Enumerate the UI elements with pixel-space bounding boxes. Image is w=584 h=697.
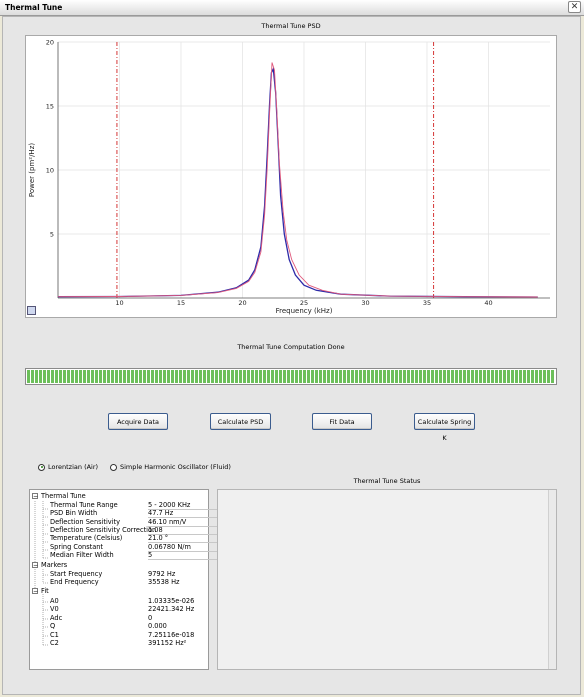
tree-row-value: 391152 Hz² xyxy=(148,639,187,647)
tree-row-label: C1 xyxy=(50,631,59,639)
tree-row-value: 1.03335e-026 xyxy=(148,597,195,605)
progress-bar xyxy=(25,368,557,385)
tree-row-label: Temperature (Celsius) xyxy=(50,534,123,542)
y-tick-label: 15 xyxy=(46,103,54,111)
tree-row-label: Deflection Sensitivity Correction xyxy=(50,526,157,534)
x-tick-label: 20 xyxy=(238,299,246,307)
x-axis-label: Frequency (kHz) xyxy=(276,307,333,315)
tree-group-markers[interactable]: Markers xyxy=(41,561,68,569)
acquire-data-button[interactable]: Acquire Data xyxy=(108,413,168,430)
tree-row-value: 0.000 xyxy=(148,622,167,630)
close-button[interactable]: ✕ xyxy=(568,1,581,13)
tree-row-label: PSD Bin Width xyxy=(50,509,98,517)
progress-label: Thermal Tune Computation Done xyxy=(237,343,345,351)
tree-row-value[interactable]: 0.06780 N/m xyxy=(148,543,234,552)
sho-radio[interactable]: Simple Harmonic Oscillator (Fluid) xyxy=(110,463,231,471)
tree-row-value: 22421.342 Hz xyxy=(148,605,195,613)
tree-row-label: Median Filter Width xyxy=(50,551,114,559)
tree-row-label: V0 xyxy=(50,605,59,613)
tree-row-value: 0 xyxy=(148,614,153,622)
tree-row-label: Adc xyxy=(50,614,63,622)
properties-tree[interactable]: − Thermal Tune Thermal Tune Range 5 - 20… xyxy=(29,489,234,670)
zoom-icon[interactable] xyxy=(27,306,36,315)
x-tick-label: 30 xyxy=(361,299,369,307)
lorentzian-radio[interactable]: Lorentzian (Air) xyxy=(38,463,98,471)
tree-row-value: 9792 Hz xyxy=(148,570,176,578)
progress-fill xyxy=(27,370,555,383)
tree-row-value[interactable]: 21.0 ° xyxy=(148,534,234,543)
x-tick-label: 40 xyxy=(484,299,492,307)
calculate-psd-button[interactable]: Calculate PSD xyxy=(210,413,271,430)
x-tick-label: 25 xyxy=(300,299,308,307)
tree-row-value: 7.25116e-018 xyxy=(148,631,195,639)
tree-row-label: A0 xyxy=(50,597,59,605)
tree-row-value: 35538 Hz xyxy=(148,578,180,586)
tree-row-label: Q xyxy=(50,622,56,630)
fit-data-button[interactable]: Fit Data xyxy=(312,413,372,430)
collapse-icon[interactable]: − xyxy=(32,562,39,569)
status-scrollbar[interactable] xyxy=(548,490,556,669)
tree-row-label: Thermal Tune Range xyxy=(50,501,118,509)
window-title: Thermal Tune xyxy=(5,3,63,12)
y-tick-label: 5 xyxy=(50,231,54,239)
collapse-icon[interactable]: − xyxy=(32,493,39,500)
x-tick-label: 10 xyxy=(115,299,123,307)
lorentzian-label: Lorentzian (Air) xyxy=(48,463,99,471)
calculate-spring-k-button[interactable]: Calculate Spring K xyxy=(414,413,475,442)
psd-chart[interactable]: 10 15 20 25 30 35 40 5 10 15 20 Frequency (kHz) Powe… xyxy=(25,35,557,318)
status-title: Thermal Tune Status xyxy=(353,477,421,485)
psd-data-series xyxy=(57,66,538,298)
tree-lines xyxy=(34,501,49,646)
tree-row-label: Spring Constant xyxy=(50,543,104,551)
tree-group-fit[interactable]: Fit xyxy=(41,587,49,595)
sho-label: Simple Harmonic Oscillator (Fluid) xyxy=(120,463,231,471)
psd-plot[interactable]: 10 15 20 25 30 35 40 5 10 15 20 Frequency (kHz) Powe… xyxy=(26,36,556,317)
status-panel[interactable] xyxy=(217,489,557,670)
collapse-icon[interactable]: − xyxy=(32,588,39,595)
tree-row-value[interactable]: 46.10 nm/V xyxy=(148,518,234,527)
tree-row-label: Start Frequency xyxy=(50,570,103,578)
tree-row-label: End Frequency xyxy=(50,578,99,586)
psd-fit-series xyxy=(57,62,538,298)
x-tick-label: 15 xyxy=(177,299,185,307)
radio-unselected-icon[interactable] xyxy=(110,463,117,471)
tree-row-value[interactable]: 5 xyxy=(148,551,234,560)
radio-selected-icon[interactable] xyxy=(38,463,45,471)
title-bar: Thermal Tune ✕ xyxy=(0,0,584,16)
y-axis-label: Power (pm²/Hz) xyxy=(28,143,36,197)
y-tick-label: 10 xyxy=(46,167,54,175)
tree-group-thermal-tune[interactable]: Thermal Tune xyxy=(41,492,86,500)
y-tick-label: 20 xyxy=(46,39,54,47)
tree-row-label: C2 xyxy=(50,639,59,647)
psd-title: Thermal Tune PSD xyxy=(261,22,321,30)
tree-row-value[interactable]: 47.7 Hz xyxy=(148,509,234,518)
tree-row-label: Deflection Sensitivity xyxy=(50,518,121,526)
tree-row-value[interactable]: 5 - 2000 KHz xyxy=(148,501,234,510)
x-tick-label: 35 xyxy=(423,299,431,307)
tree-row-value[interactable]: 1.08 xyxy=(148,526,234,535)
